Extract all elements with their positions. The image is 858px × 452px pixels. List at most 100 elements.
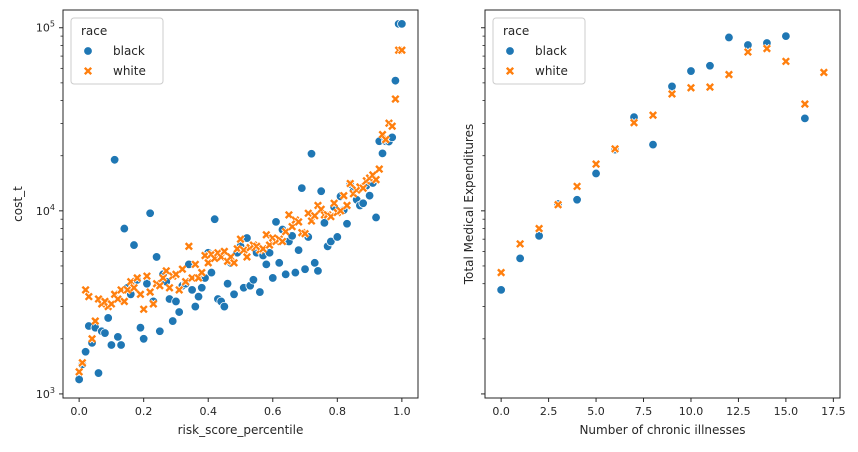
data-point-white (229, 258, 239, 268)
data-point-white (300, 229, 310, 239)
data-point-white (345, 178, 355, 189)
data-point-white (158, 273, 168, 283)
data-point-white (145, 287, 155, 297)
data-point-white (135, 289, 146, 299)
data-point-black (190, 301, 201, 312)
legend-title: race (503, 24, 529, 38)
data-point-black (222, 278, 233, 289)
data-point-white (139, 304, 149, 314)
data-point-black (515, 253, 525, 264)
data-point-black (80, 347, 91, 357)
data-point-white (371, 175, 381, 185)
data-point-white (667, 89, 677, 99)
data-point-white (142, 271, 152, 281)
data-point-black (300, 264, 310, 274)
data-point-white (106, 299, 117, 309)
data-point-white (397, 45, 407, 55)
data-point-black (313, 266, 323, 276)
data-point-white (261, 230, 271, 240)
data-point-white (197, 267, 207, 278)
x-tick-label: 0.0 (70, 405, 88, 418)
data-point-white (132, 273, 142, 283)
data-point-white (686, 83, 696, 93)
data-point-white (174, 285, 184, 295)
data-point-black (171, 296, 181, 307)
data-point-black (219, 301, 230, 312)
data-point-white (648, 110, 658, 120)
data-point-black (248, 275, 259, 285)
y-axis-label: cost_t (11, 186, 25, 222)
series-white (496, 43, 829, 278)
x-axis-label: Number of chronic illnesses (579, 423, 745, 437)
data-point-white (184, 241, 194, 251)
data-point-black (229, 289, 239, 300)
data-point-black (496, 285, 506, 295)
data-point-black (271, 217, 281, 227)
data-point-white (264, 240, 275, 250)
data-point-black (686, 66, 696, 76)
data-point-white (113, 294, 123, 304)
data-point-white (591, 159, 601, 169)
data-point-white (161, 266, 171, 276)
data-point-black (93, 368, 104, 378)
data-point-black (206, 267, 217, 278)
data-point-white (277, 236, 288, 247)
data-point-white (232, 244, 242, 254)
x-tick-label: 5.0 (587, 405, 605, 418)
data-point-white (219, 246, 229, 257)
data-point-white (572, 181, 582, 191)
data-point-white (200, 250, 210, 261)
data-point-black (261, 259, 272, 270)
legend-label-black: black (113, 44, 145, 58)
data-point-white (387, 121, 397, 131)
data-point-white (129, 283, 139, 293)
data-point-white (281, 227, 291, 237)
y-tick-label: 105 (36, 20, 55, 35)
y-tick-label: 104 (36, 203, 55, 218)
data-point-black (268, 273, 278, 283)
data-point-white (629, 118, 639, 128)
data-point-black (390, 75, 401, 86)
data-point-black (209, 214, 220, 224)
data-point-white (390, 94, 401, 104)
y-axis-label: Total Medical Expenditures (462, 124, 476, 285)
data-point-white (534, 223, 544, 234)
data-point-black (743, 40, 753, 50)
legend-box (70, 17, 164, 85)
data-point-white (203, 258, 213, 268)
data-point-white (164, 283, 175, 293)
data-point-black (371, 212, 381, 223)
x-tick-label: 1.0 (393, 405, 411, 418)
data-point-black (705, 61, 715, 71)
data-point-white (122, 285, 133, 295)
data-point-black (667, 81, 677, 92)
data-point-black (319, 218, 330, 228)
x-tick-label: 0.6 (264, 405, 282, 418)
legend-marker-white (505, 66, 515, 76)
data-point-black (377, 148, 388, 159)
data-point-black (193, 291, 204, 302)
legend: race black white (70, 17, 164, 85)
data-point-white (800, 99, 810, 109)
data-point-white (610, 144, 620, 154)
data-point-black (534, 231, 544, 241)
data-point-white (77, 358, 87, 368)
legend-marker-black (505, 46, 515, 56)
data-point-white (515, 239, 525, 249)
x-tick-label: 17.5 (821, 405, 846, 418)
x-tick-label: 12.5 (726, 405, 751, 418)
data-point-black (174, 307, 184, 317)
data-point-white (819, 67, 829, 78)
data-point-white (374, 164, 384, 174)
data-point-white (496, 267, 506, 278)
data-point-white (148, 299, 158, 309)
data-point-black (781, 31, 791, 41)
legend: race black white (492, 17, 586, 85)
data-point-black (197, 283, 207, 293)
data-point-white (724, 69, 734, 80)
data-point-black (316, 186, 326, 196)
chart-panel-2: 0.0 2.5 5.0 7.5 10.0 12.5 15.0 17.5 Number of ch… (462, 9, 846, 437)
data-point-white (293, 217, 304, 227)
data-point-black (724, 32, 734, 43)
